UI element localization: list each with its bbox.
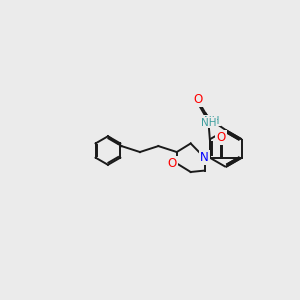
Text: O: O	[167, 157, 177, 170]
Text: O: O	[216, 131, 226, 144]
Text: O: O	[193, 93, 202, 106]
Text: N: N	[200, 151, 209, 164]
Text: NH: NH	[204, 116, 220, 126]
Text: NH: NH	[201, 118, 216, 128]
